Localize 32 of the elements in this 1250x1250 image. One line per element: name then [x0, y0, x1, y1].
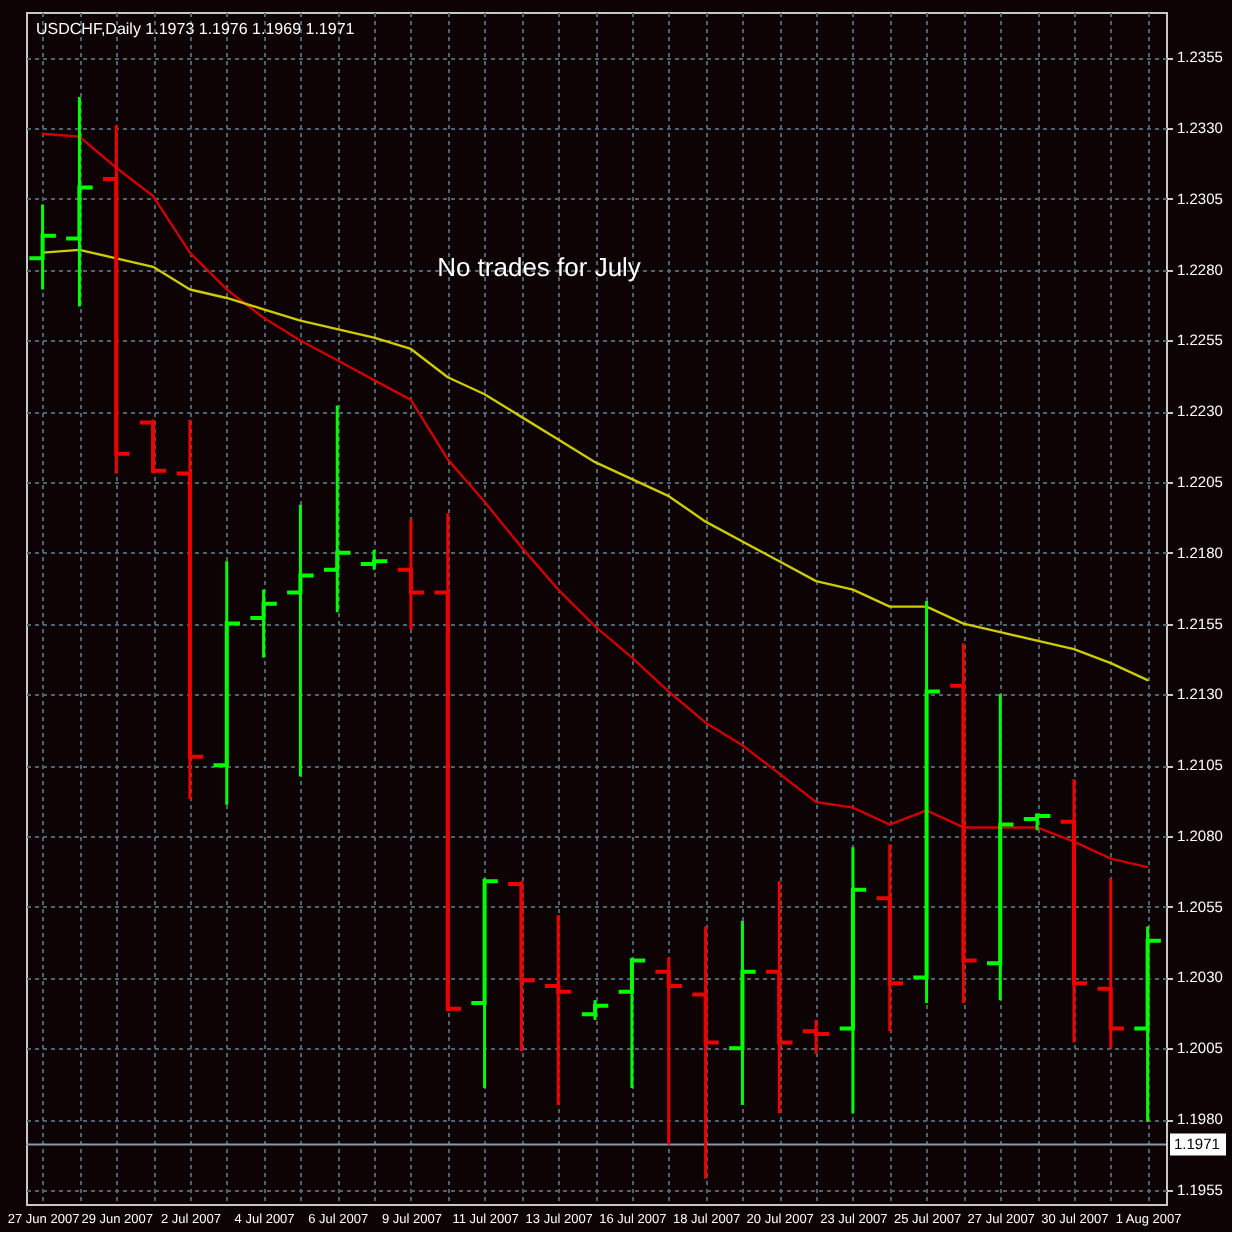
candlestick — [763, 879, 795, 1115]
candlestick — [285, 503, 316, 778]
candlestick — [837, 845, 869, 1115]
candlestick — [984, 692, 1016, 1002]
line-series — [41, 132, 1149, 869]
candlestick — [542, 913, 574, 1107]
candlestick — [211, 559, 242, 807]
candlestick — [27, 203, 58, 291]
candlestick — [874, 842, 906, 1033]
annotation: No trades for July — [437, 252, 642, 283]
candlestick — [174, 418, 206, 801]
candlestick — [506, 879, 537, 1053]
candlestick — [1095, 876, 1127, 1050]
candlestick — [395, 517, 427, 631]
candlestick — [100, 123, 132, 476]
candlestick — [690, 925, 721, 1181]
candlestick — [948, 641, 979, 1005]
candlestick — [1058, 777, 1090, 1045]
candlestick — [248, 588, 279, 660]
candlestick — [727, 919, 758, 1107]
candlestick — [469, 876, 500, 1090]
candlestick — [616, 956, 648, 1090]
candlestick — [321, 404, 353, 614]
text: USDCHF,Daily 1.1973 1.1976 1.1969 1.1971 — [36, 20, 356, 38]
candlestick — [358, 548, 390, 572]
candlestick — [1132, 925, 1163, 1124]
line-series — [41, 248, 1149, 682]
candlestick — [137, 418, 169, 476]
candlestick — [579, 998, 611, 1022]
candlestick — [64, 95, 95, 308]
candlestick — [653, 956, 685, 1147]
candlestick — [800, 1018, 832, 1056]
